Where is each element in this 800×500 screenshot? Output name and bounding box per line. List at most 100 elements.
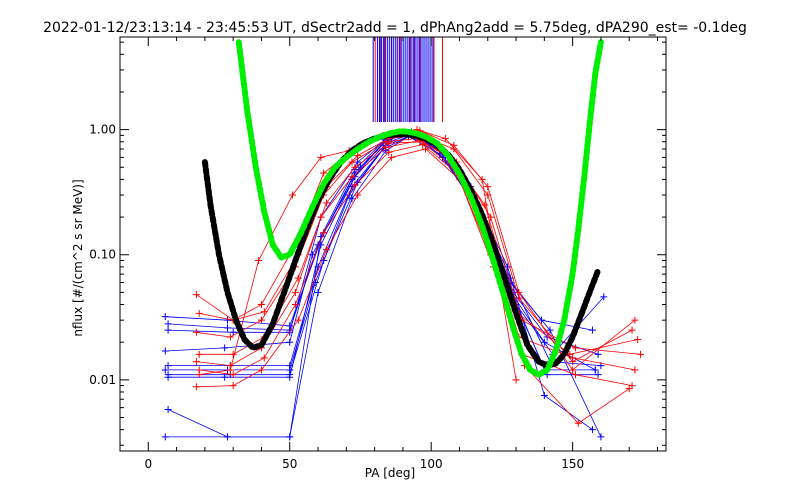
data-point (161, 433, 169, 441)
data-point (161, 366, 169, 374)
data-point (385, 148, 393, 156)
data-point (628, 326, 636, 334)
data-point (348, 173, 356, 181)
data-point (512, 376, 520, 384)
data-point (221, 344, 229, 352)
data-point (257, 366, 265, 374)
y-axis: 0.01 0.10 1.00 (89, 41, 666, 446)
data-point (229, 371, 237, 379)
data-point (195, 371, 203, 379)
data-point (291, 301, 299, 309)
data-line (168, 133, 596, 371)
data-point (317, 232, 325, 240)
data-point (351, 163, 359, 171)
data-line (196, 138, 638, 355)
data-point (600, 293, 608, 301)
x-tick-label: 50 (282, 457, 297, 471)
data-point (257, 316, 265, 324)
data-point (419, 141, 427, 149)
data-point (192, 383, 200, 391)
data-point (224, 433, 232, 441)
plot-frame (119, 36, 667, 452)
data-point (540, 391, 548, 399)
data-point (164, 373, 172, 381)
data-point (569, 354, 577, 362)
data-point (450, 145, 458, 153)
data-point (286, 338, 294, 346)
data-point (588, 326, 596, 334)
data-point (192, 358, 200, 366)
plot-area (161, 37, 645, 441)
data-point (320, 229, 328, 237)
data-point (294, 316, 302, 324)
data-point (591, 366, 599, 374)
data-point (637, 350, 645, 358)
data-point (229, 350, 237, 358)
data-line (168, 133, 599, 376)
data-point (588, 426, 596, 434)
x-tick-label: 0 (144, 457, 152, 471)
data-point (192, 328, 200, 336)
data-point (625, 385, 633, 393)
data-point (195, 309, 203, 317)
y-axis-label: nflux [#/(cm^2 s sr MeV)] (71, 179, 85, 336)
data-point (164, 326, 172, 334)
data-point (229, 328, 237, 336)
data-line (168, 134, 605, 378)
data-point (255, 256, 263, 264)
data-point (441, 134, 449, 142)
data-point (161, 313, 169, 321)
data-point (286, 433, 294, 441)
data-point (571, 371, 579, 379)
data-point (323, 246, 331, 254)
data-point (571, 344, 579, 352)
data-point (229, 382, 237, 390)
data-point (345, 191, 353, 199)
data-point (354, 191, 362, 199)
chart-title: 2022-01-12/23:13:14 - 23:45:53 UT, dSect… (43, 20, 747, 36)
data-point (631, 316, 639, 324)
red-series (192, 126, 645, 427)
data-point (422, 145, 430, 153)
data-line (196, 130, 636, 371)
data-point (348, 158, 356, 166)
data-line (165, 136, 596, 371)
data-point (382, 143, 390, 151)
x-tick-label: 150 (561, 457, 584, 471)
data-point (634, 336, 642, 344)
data-point (385, 139, 393, 147)
y-tick-label: 0.01 (89, 373, 116, 387)
data-point (164, 320, 172, 328)
data-point (317, 153, 325, 161)
data-point (257, 301, 265, 309)
x-tick-label: 100 (420, 457, 443, 471)
data-point (289, 191, 297, 199)
data-point (538, 316, 546, 324)
pitch-angle-marker-lines (372, 37, 444, 123)
data-point (594, 350, 602, 358)
data-point (164, 362, 172, 370)
data-point (597, 433, 605, 441)
x-axis-label: PA [deg] (365, 466, 415, 480)
data-line (199, 134, 633, 363)
data-point (192, 291, 200, 299)
green-fit-curve (235, 39, 604, 378)
data-point (388, 153, 396, 161)
data-point (351, 181, 359, 189)
data-line (165, 136, 593, 438)
data-point (484, 183, 492, 191)
data-point (317, 213, 325, 221)
data-point (260, 354, 268, 362)
y-tick-label: 0.10 (89, 248, 116, 262)
data-line (165, 131, 602, 438)
data-point (291, 288, 299, 296)
data-point (161, 347, 169, 355)
data-point (569, 366, 577, 374)
data-point (574, 419, 582, 427)
data-point (224, 324, 232, 332)
data-point (164, 405, 172, 413)
data-point (354, 152, 362, 160)
data-point (320, 169, 328, 177)
data-point (348, 195, 356, 203)
